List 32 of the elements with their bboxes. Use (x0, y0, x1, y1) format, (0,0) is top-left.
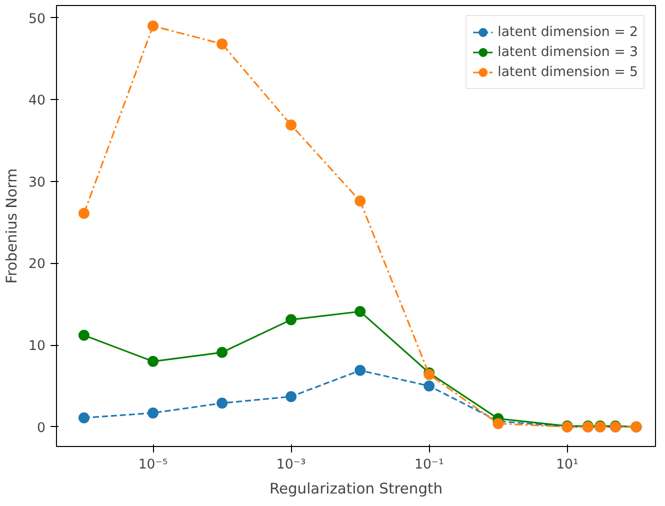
point (148, 407, 159, 418)
y-tick-label: 50 (28, 12, 46, 27)
x-axis-title: Regularization Strength (269, 480, 443, 498)
y-axis-title: Frobenius Norm (4, 168, 21, 284)
point (78, 208, 90, 219)
point (78, 412, 90, 424)
point (424, 380, 435, 392)
point (216, 398, 228, 409)
point (354, 196, 366, 207)
point (216, 346, 228, 358)
point (286, 391, 297, 402)
y-tick-label: 30 (28, 175, 46, 190)
point (148, 356, 159, 367)
point (286, 119, 297, 130)
legend-label: latent dimension = 5 (498, 64, 638, 80)
y-tick-label: 0 (37, 420, 46, 436)
point (216, 38, 228, 50)
y-tick-label: 10 (28, 339, 46, 354)
y-tick-label: 20 (28, 257, 46, 272)
y-tick-label: 40 (28, 94, 46, 109)
point (354, 364, 366, 376)
point (148, 20, 159, 32)
x-tick-label: 10⁻¹ (414, 458, 444, 472)
point (286, 314, 297, 326)
legend-label: latent dimension = 3 (498, 44, 638, 60)
point (492, 418, 504, 430)
point (78, 330, 90, 341)
legend-label: latent dimension = 2 (498, 24, 638, 40)
x-tick-label: 10¹ (556, 458, 578, 472)
point (354, 306, 366, 317)
x-tick-label: 10⁻³ (276, 458, 306, 472)
x-tick-label: 10⁻⁵ (138, 458, 168, 472)
